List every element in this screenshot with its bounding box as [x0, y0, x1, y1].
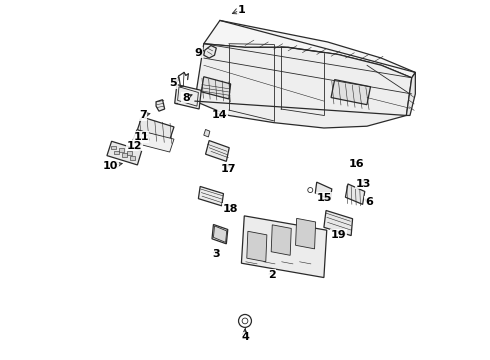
Bar — [119, 148, 124, 152]
Polygon shape — [242, 216, 327, 278]
Bar — [129, 156, 135, 160]
Polygon shape — [156, 100, 165, 111]
Polygon shape — [214, 226, 227, 242]
Polygon shape — [204, 130, 210, 137]
Polygon shape — [137, 117, 174, 140]
Text: 4: 4 — [241, 332, 249, 342]
Text: 19: 19 — [330, 230, 346, 239]
Text: 2: 2 — [268, 270, 276, 280]
Polygon shape — [315, 182, 332, 200]
Bar — [114, 150, 119, 154]
Polygon shape — [132, 130, 174, 152]
Text: 17: 17 — [221, 164, 237, 174]
Bar — [122, 153, 126, 157]
Text: 18: 18 — [223, 204, 239, 214]
Text: 16: 16 — [348, 159, 364, 169]
Polygon shape — [247, 231, 267, 262]
Polygon shape — [271, 225, 291, 255]
Text: 15: 15 — [316, 193, 332, 203]
Polygon shape — [195, 44, 412, 128]
Polygon shape — [406, 72, 416, 116]
Polygon shape — [198, 186, 223, 206]
Polygon shape — [107, 141, 142, 165]
Polygon shape — [175, 85, 201, 109]
Text: 14: 14 — [212, 111, 228, 121]
Text: 10: 10 — [103, 161, 118, 171]
Text: 1: 1 — [238, 5, 245, 15]
Polygon shape — [331, 80, 370, 105]
Text: 12: 12 — [127, 141, 142, 151]
Bar — [111, 145, 116, 149]
Text: 13: 13 — [356, 179, 371, 189]
Text: 3: 3 — [213, 248, 220, 258]
Polygon shape — [345, 184, 365, 204]
Polygon shape — [204, 21, 416, 78]
Text: 11: 11 — [133, 132, 149, 142]
Polygon shape — [295, 219, 316, 249]
Text: 7: 7 — [139, 111, 147, 121]
Text: 5: 5 — [170, 78, 177, 88]
Polygon shape — [204, 45, 216, 58]
Polygon shape — [205, 140, 229, 161]
Polygon shape — [201, 77, 231, 99]
Bar — [126, 151, 132, 155]
Polygon shape — [212, 225, 228, 244]
Text: 6: 6 — [365, 197, 373, 207]
Polygon shape — [324, 211, 353, 235]
Text: 8: 8 — [182, 93, 190, 103]
Text: 9: 9 — [195, 48, 202, 58]
